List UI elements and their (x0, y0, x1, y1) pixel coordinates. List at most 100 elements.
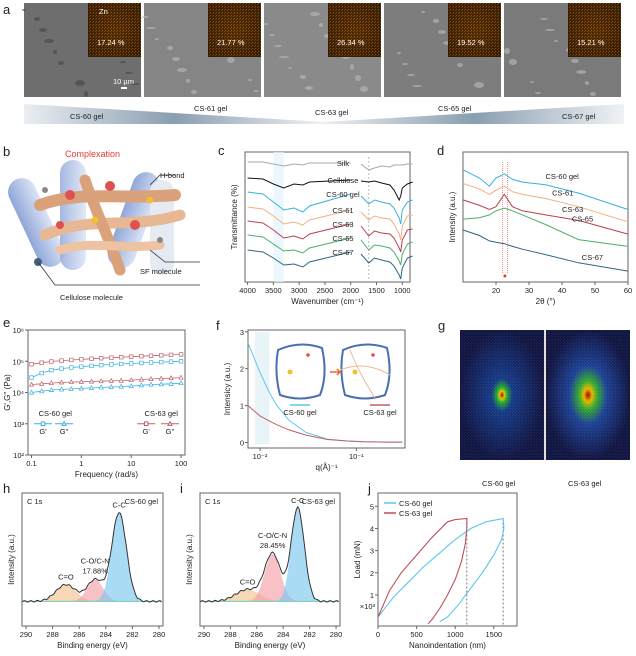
marker-triangle (88, 378, 95, 384)
marker-triangle (128, 377, 134, 383)
sem-feature (319, 23, 323, 27)
series-line-Cellulose (360, 180, 413, 202)
series-line-CS-67 (247, 249, 351, 268)
sem-feature (397, 52, 401, 54)
marker-square (148, 360, 154, 365)
x-tick-label: 284 (277, 630, 290, 639)
marker-square (119, 355, 124, 360)
y-axis-label: Intensity (a.u.) (185, 534, 194, 585)
series-line-CS-63 (462, 193, 629, 235)
plot-frame (462, 151, 629, 283)
sem-feature (75, 80, 85, 86)
x-tick-label: 2500 (317, 286, 334, 295)
zn-percentage: 21.77 % (217, 38, 245, 47)
sem-feature (554, 40, 558, 42)
panel-label-d: d (437, 143, 444, 158)
x-axis-label: Wavenumber (cm⁻¹) (291, 297, 364, 306)
component-peak-C-C (22, 512, 162, 602)
series-line-CS-60 gel (462, 169, 629, 210)
marker-triangle (108, 384, 114, 389)
marker-square (59, 366, 64, 371)
oxygen-atom (371, 353, 375, 357)
chart-c: 4000 3500 3000 2500 2000 1500 1000 Wavenumber (… (230, 151, 413, 306)
marker-square (168, 359, 174, 364)
marker-square (89, 363, 94, 369)
y-tick-label: 3 (240, 328, 244, 337)
x-tick-label: 50 (591, 286, 599, 295)
legend-marker (143, 421, 149, 427)
peak-label: C-O/C-N (258, 531, 287, 540)
legend-label: CS-63 gel (399, 509, 433, 518)
series-line-CS-61 (360, 211, 413, 241)
zn-percentage: 26.34 % (337, 38, 365, 47)
sem-feature (545, 29, 555, 31)
sem-feature (34, 17, 40, 21)
x-tick-label: 280 (330, 630, 343, 639)
series-label: CS-60 gel (546, 172, 580, 181)
y-tick-label: 10⁴ (12, 389, 24, 398)
gradient-bar-left (24, 104, 324, 124)
chart-f: 10⁻² 10⁻¹ 0 1 2 3 q(Å)⁻¹ Intensicy (a.u.) CS-60 … (223, 328, 406, 472)
saxs-label-left: CS-60 gel (482, 479, 516, 488)
series-label: CS-65 (332, 234, 353, 243)
panel-label-i: i (180, 481, 183, 496)
component-peak-C-O/C-N (22, 579, 162, 602)
series-line-CS-60 gel (247, 342, 403, 443)
series-line-CS-67 (462, 229, 629, 272)
x-tick-label: 4000 (239, 286, 256, 295)
plot-frame (247, 329, 406, 449)
marker-triangle (138, 382, 144, 388)
series-label: CS-61 (552, 189, 573, 198)
sem-feature (44, 39, 54, 43)
y-tick-label: 4 (370, 524, 374, 533)
sem-feature (186, 79, 190, 83)
series-line-Silk (360, 163, 413, 171)
x-tick-label: 1500 (485, 630, 502, 639)
marker-square (129, 361, 134, 366)
marker-square (178, 359, 184, 364)
x-axis-label: Frequency (rad/s) (75, 470, 138, 479)
zn-ion (287, 369, 293, 375)
sem-feature (509, 59, 517, 65)
series-line-CS-65 (360, 239, 413, 266)
x-tick-label: 1000 (394, 286, 411, 295)
sample-label: CS-60 gel (125, 497, 159, 506)
legend-title-cs60: CS-60 gel (39, 409, 73, 418)
series-label: CS-67 (332, 248, 353, 257)
marker-square (99, 363, 104, 368)
marker-square (129, 354, 134, 359)
chart-j: 0 500 1000 1500 1 2 3 4 5 Nanoindentation (nm) Loa… (353, 492, 518, 650)
oh-region-highlight (273, 152, 284, 282)
series-line-CS-65 (462, 207, 629, 247)
marker-square (159, 359, 164, 365)
marker-triangle (98, 384, 104, 390)
marker-triangle (68, 379, 74, 385)
marker-square (139, 354, 144, 359)
sem-feature (433, 19, 439, 23)
peak-percentage: 17.88% (82, 567, 108, 576)
sf-chains (339, 349, 391, 399)
x-tick-label: 280 (153, 630, 166, 639)
series-line-CS-63 gel G' (31, 354, 182, 365)
series-line-CS-65 (247, 234, 351, 254)
chart-i: 290 288 286 284 282 280 Binding energy (eV) Int… (185, 492, 343, 650)
marker-triangle (58, 386, 65, 392)
legend-marker (167, 420, 173, 426)
marker-square (69, 357, 74, 363)
zn-eds-map-texture (448, 3, 501, 57)
marker-square (99, 356, 104, 361)
hbond-label: H-bond (160, 171, 185, 180)
arrow-icon (330, 368, 342, 376)
marker-triangle (48, 380, 54, 386)
complexation-title: Complexation (65, 149, 120, 159)
x-axis-label: Nanoindentation (nm) (409, 641, 486, 650)
marker-square (159, 353, 164, 358)
panel-label-c: c (218, 143, 225, 158)
series-line-CS-60 gel G' (31, 360, 182, 378)
legend-marker (40, 421, 46, 427)
sem-feature (130, 83, 140, 85)
sem-feature (53, 50, 57, 54)
marker-triangle (118, 383, 124, 389)
